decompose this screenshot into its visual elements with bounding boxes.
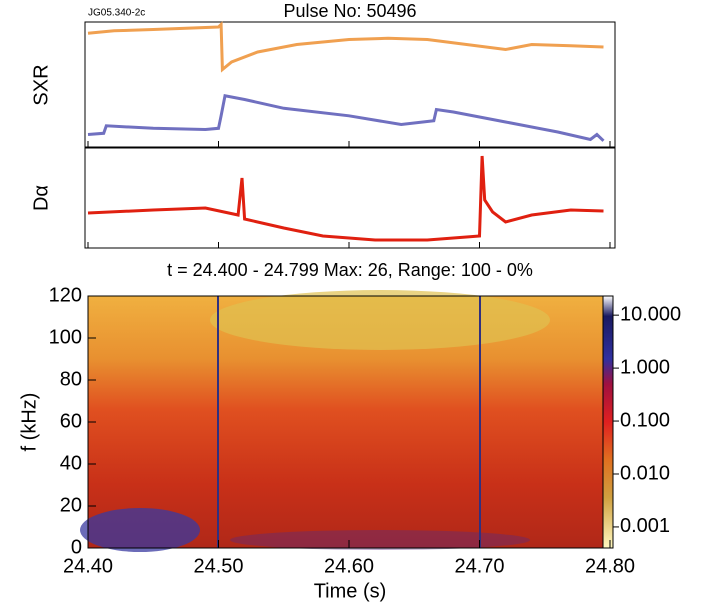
series-line: [87, 155, 604, 242]
spectrogram-image: [80, 290, 610, 552]
x-axis-label: Time (s): [314, 580, 387, 602]
colorbar-tick-label: 0.001: [620, 515, 670, 537]
y-tick-label: 100: [49, 326, 82, 348]
x-tick-label: 24.80: [585, 555, 635, 577]
y-tick-label: 0: [71, 536, 82, 558]
y-tick-label: 80: [60, 368, 82, 390]
panel-frame: [84, 21, 616, 148]
colorbar-tick-label: 0.100: [620, 409, 670, 431]
colorbar-tick-label: 0.010: [620, 462, 670, 484]
y-tick-label: 120: [49, 284, 82, 306]
x-tick-label: 24.60: [324, 555, 374, 577]
y-tick-label: 40: [60, 452, 82, 474]
y-tick-label: 60: [60, 410, 82, 432]
x-tick-label: 24.50: [193, 555, 243, 577]
panel-frame: [84, 147, 616, 249]
series-line: [87, 21, 604, 73]
x-tick-label: 24.70: [454, 555, 504, 577]
series-line: [87, 94, 605, 142]
y-axis-label: f (kHz): [18, 393, 40, 452]
y-axis-label: SXR: [30, 64, 52, 105]
colorbar: [602, 295, 614, 549]
y-axis-label: Dα: [30, 185, 52, 211]
colorbar-tick-label: 10.000: [620, 303, 681, 325]
x-tick-label: 24.40: [63, 555, 113, 577]
figure-title: Pulse No: 50496: [283, 1, 416, 21]
spectrogram-title: t = 24.400 - 24.799 Max: 26, Range: 100 …: [167, 260, 533, 280]
figure-id: JG05.340-2c: [88, 8, 145, 19]
y-tick-label: 20: [60, 494, 82, 516]
colorbar-tick-label: 1.000: [620, 356, 670, 378]
